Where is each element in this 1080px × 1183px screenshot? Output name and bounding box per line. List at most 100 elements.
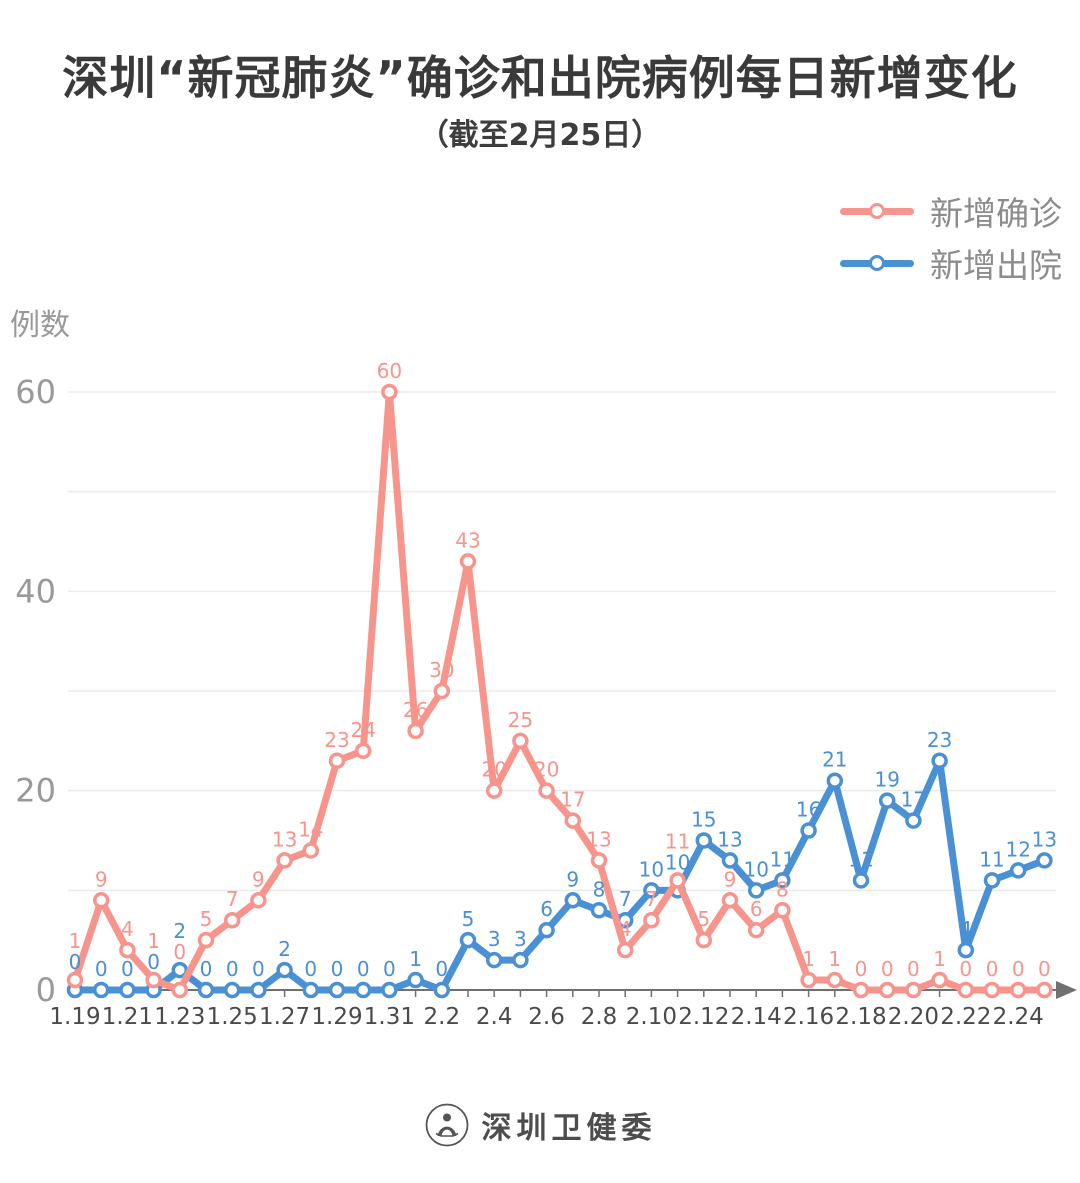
- discharged-value-label: 10: [743, 857, 768, 881]
- data-point-marker: [905, 812, 922, 829]
- data-point-marker: [250, 892, 267, 909]
- x-tick-label: 2.6: [528, 1004, 565, 1030]
- x-tick-label: 2.22: [940, 1004, 991, 1030]
- x-tick-label: 2.14: [731, 1004, 782, 1030]
- discharged-value-label: 0: [252, 957, 265, 981]
- confirmed-value-label: 7: [645, 887, 658, 911]
- data-point-marker: [223, 981, 241, 999]
- discharged-value-label: 2: [173, 919, 186, 943]
- data-point-marker: [66, 971, 84, 989]
- data-point-marker: [931, 971, 948, 989]
- confirmed-value-label: 20: [534, 758, 559, 782]
- confirmed-value-label: 20: [481, 758, 506, 782]
- confirmed-value-label: 7: [226, 887, 239, 911]
- discharged-value-label: 0: [95, 957, 108, 981]
- data-point-marker: [747, 882, 765, 899]
- data-point-marker: [721, 892, 739, 909]
- x-tick-label: 2.16: [783, 1004, 834, 1030]
- data-point-marker: [643, 911, 660, 929]
- data-point-marker: [616, 941, 634, 959]
- discharged-value-label: 0: [226, 957, 239, 981]
- discharged-value-label: 12: [1005, 837, 1030, 861]
- gridlines: [68, 391, 1056, 892]
- data-point-marker: [459, 553, 477, 570]
- data-point-marker: [721, 852, 739, 869]
- data-point-marker: [276, 961, 293, 979]
- x-axis-tick-labels: 1.19 1.21 1.23 1.25 1.27 1.29 1.31 2.2 2.4 2.6 2.8…: [49, 1004, 1043, 1030]
- confirmed-value-label: 11: [665, 829, 690, 853]
- line-chart: 0 20 40 60 1.19 1.21 1.23 1.25 1.27 1.29 1.31 2.2 2.…: [0, 330, 1080, 1060]
- discharged-value-label: 0: [147, 950, 160, 974]
- confirmed-value-label: 1: [933, 947, 946, 971]
- confirmed-value-label: 13: [586, 827, 611, 851]
- confirmed-value-label: 0: [986, 957, 999, 981]
- x-tick-label: 1.29: [311, 1004, 362, 1030]
- discharged-value-label: 17: [901, 788, 926, 812]
- data-point-marker: [878, 792, 896, 809]
- data-point-marker: [564, 892, 582, 909]
- x-tick-label: 1.23: [154, 1004, 205, 1030]
- data-point-marker: [538, 782, 555, 799]
- x-tick-label: 1.25: [207, 1004, 258, 1030]
- confirmed-value-label: 60: [377, 359, 402, 383]
- chart-subtitle: （截至2月25日）: [418, 118, 662, 153]
- legend-label: 新增出院: [930, 246, 1062, 285]
- data-point-marker: [1036, 852, 1053, 869]
- data-point-marker: [328, 981, 346, 999]
- data-point-marker: [931, 752, 948, 770]
- data-point-marker: [302, 842, 320, 859]
- discharged-value-label: 0: [304, 957, 317, 981]
- data-point-marker: [171, 961, 189, 979]
- data-point-marker: [92, 981, 110, 999]
- data-point-marker: [119, 981, 136, 999]
- data-point-marker: [381, 981, 398, 999]
- footer-org-name: 深圳卫健委: [481, 1111, 657, 1146]
- x-tick-label: 1.31: [364, 1004, 415, 1030]
- discharged-value-label: 4: [959, 917, 972, 941]
- confirmed-value-label: 25: [508, 708, 533, 732]
- data-point-marker: [590, 902, 608, 919]
- data-point-marker: [957, 981, 975, 999]
- discharged-value-label: 0: [69, 950, 82, 974]
- discharged-value-label: 0: [331, 957, 344, 981]
- discharged-value-label: 19: [874, 768, 899, 792]
- data-point-marker: [302, 981, 320, 999]
- data-point-marker: [1009, 981, 1027, 999]
- confirmed-value-label: 1: [69, 929, 82, 953]
- confirmed-value-label: 0: [1012, 957, 1025, 981]
- data-point-marker: [433, 682, 451, 700]
- confirmed-value-label: 4: [121, 917, 134, 941]
- data-point-marker: [407, 722, 424, 740]
- series-confirmed-line: [66, 383, 1053, 999]
- confirmed-value-label: 0: [907, 957, 920, 981]
- confirmed-value-label: 26: [403, 698, 428, 722]
- data-point-marker: [354, 981, 372, 999]
- confirmed-value-label: 43: [455, 528, 480, 552]
- discharged-value-label: 23: [927, 728, 952, 752]
- data-point-marker: [774, 902, 791, 919]
- x-axis-arrow-icon: [1056, 981, 1077, 999]
- confirmed-value-label: 6: [750, 897, 763, 921]
- data-point-marker: [223, 911, 241, 929]
- confirmed-value-label: 30: [429, 658, 454, 682]
- discharged-value-label: 10: [665, 850, 690, 874]
- discharged-value-label: 1: [409, 947, 422, 971]
- confirmed-value-label: 0: [855, 957, 868, 981]
- data-point-marker: [328, 752, 346, 770]
- discharged-value-label: 0: [200, 957, 213, 981]
- confirmed-value-label: 14: [298, 817, 323, 841]
- data-point-marker: [485, 951, 503, 969]
- data-point-marker: [145, 971, 162, 989]
- confirmed-value-label: 5: [697, 907, 710, 931]
- footer: 深圳卫健委: [0, 1102, 1080, 1148]
- data-point-marker: [590, 852, 608, 869]
- y-tick-label: 0: [36, 971, 56, 1009]
- data-point-marker: [433, 981, 451, 999]
- data-point-marker: [800, 822, 817, 839]
- data-point-marker: [878, 981, 896, 999]
- discharged-value-label: 6: [540, 897, 553, 921]
- confirmed-value-label: 4: [619, 917, 632, 941]
- data-point-marker: [119, 941, 136, 959]
- x-tick-label: 1.19: [49, 1004, 100, 1030]
- data-point-marker: [983, 981, 1001, 999]
